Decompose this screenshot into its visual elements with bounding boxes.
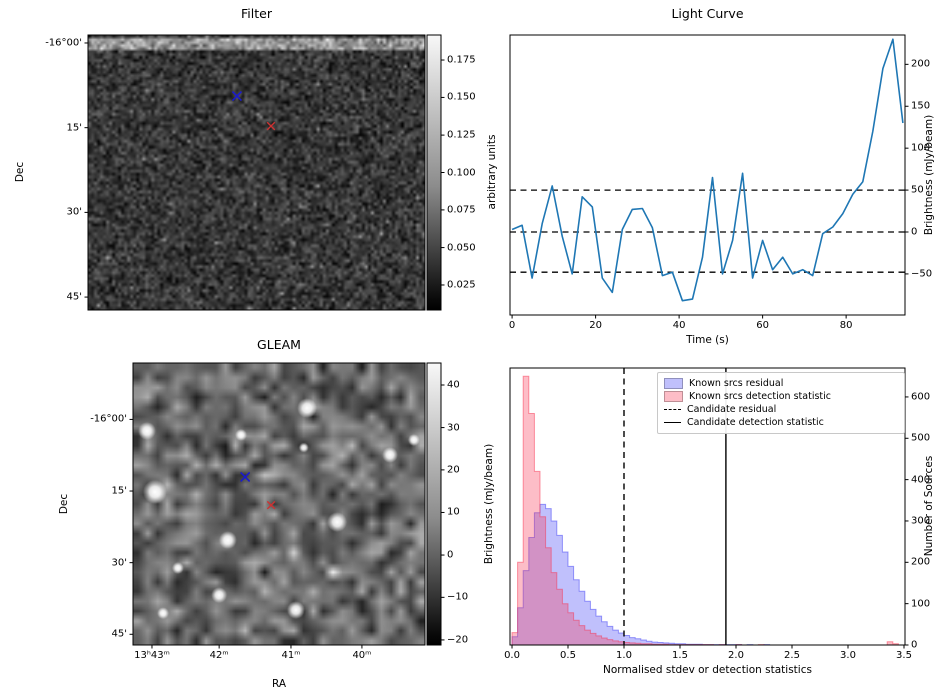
- tick-label: -16°00': [45, 37, 82, 49]
- tick-label: 1.0: [616, 650, 632, 661]
- legend-label: Candidate residual: [687, 404, 777, 415]
- legend-swatch-patch-pink: [664, 391, 683, 402]
- histogram-xlabel: Normalised stdev or detection statistics: [603, 664, 812, 676]
- tick-label: 0.075: [447, 204, 476, 216]
- gleam-colorbar: [427, 363, 441, 645]
- tick-label: 30': [111, 557, 127, 569]
- tick-label: 20: [589, 320, 602, 331]
- tick-label: −50: [911, 268, 933, 280]
- legend-item-known-detection: Known srcs detection statistic: [664, 390, 898, 403]
- filter-image: [88, 35, 425, 310]
- tick-label: 2.5: [784, 650, 800, 661]
- tick-label: 40: [672, 320, 686, 331]
- tick-label: 0: [911, 226, 918, 238]
- lightcurve-title: Light Curve: [671, 6, 744, 21]
- tick-label: −20: [447, 634, 469, 646]
- tick-label: 1.5: [672, 650, 688, 661]
- tick-label: 20: [447, 464, 460, 476]
- filter-colorbar-label: arbitrary units: [486, 134, 498, 210]
- candidate-x-marker: [266, 500, 276, 510]
- tick-label: 0.025: [447, 279, 476, 291]
- legend-item-candidate-detection: Candidate detection statistic: [664, 416, 898, 429]
- tick-label: 42ᵐ: [209, 650, 229, 661]
- light-curve-line: [511, 38, 904, 302]
- gleam-title: GLEAM: [257, 337, 301, 352]
- gleam-colorbar-label: Brightness (mJy/beam): [483, 443, 495, 565]
- tick-label: 60: [756, 320, 769, 331]
- filter-title: Filter: [241, 6, 272, 21]
- tick-label: 30': [66, 206, 82, 218]
- histogram-ylabel: Number of Sources: [923, 455, 935, 557]
- tick-label: 3.0: [840, 650, 856, 661]
- candidate-x-marker: [266, 121, 276, 131]
- tick-label: 40: [447, 379, 460, 391]
- tick-label: 100: [911, 598, 931, 610]
- legend-swatch-dashed-line: [664, 409, 681, 410]
- legend-item-candidate-residual: Candidate residual: [664, 403, 898, 416]
- tick-label: 200: [911, 556, 931, 568]
- filter-colorbar: [427, 35, 441, 310]
- tick-label: 3.5: [896, 650, 912, 661]
- known-source-x-marker: [240, 471, 251, 482]
- tick-label: 100: [911, 142, 931, 154]
- histogram-legend: Known srcs residual Known srcs detection…: [657, 372, 905, 434]
- tick-label: 0.0: [504, 650, 520, 661]
- legend-item-known-residual: Known srcs residual: [664, 377, 898, 390]
- tick-label: 300: [911, 515, 931, 527]
- tick-label: -16°00': [90, 413, 127, 425]
- tick-label: 400: [911, 474, 931, 486]
- tick-label: 15': [111, 485, 127, 497]
- filter-ylabel: Dec: [14, 161, 26, 183]
- tick-label: 45': [66, 291, 82, 303]
- tick-label: 15': [66, 122, 82, 134]
- tick-label: 30: [447, 422, 460, 434]
- gleam-ylabel: Dec: [58, 493, 70, 515]
- lightcurve-ylabel: Brightness (mJy/beam): [923, 114, 935, 236]
- known-source-x-marker: [231, 90, 243, 102]
- legend-label: Known srcs detection statistic: [689, 391, 831, 402]
- tick-label: 45': [111, 628, 127, 640]
- legend-swatch-patch-blue: [664, 378, 683, 389]
- tick-label: −10: [447, 591, 469, 603]
- tick-label: 13ʰ43ᵐ: [134, 650, 170, 661]
- legend-swatch-solid-line: [664, 422, 681, 423]
- tick-label: 0: [508, 320, 516, 331]
- tick-label: 0.050: [447, 242, 476, 254]
- legend-label: Candidate detection statistic: [687, 417, 824, 428]
- tick-label: 0.100: [447, 167, 476, 178]
- tick-label: 200: [911, 58, 931, 70]
- tick-label: 0.150: [447, 91, 476, 103]
- gleam-image: [133, 363, 425, 645]
- tick-label: 150: [911, 100, 931, 112]
- tick-label: 10: [447, 506, 460, 518]
- tick-label: 0.5: [560, 650, 576, 661]
- tick-label: 0: [911, 639, 918, 651]
- tick-label: 0: [447, 549, 454, 561]
- tick-label: 2.0: [728, 650, 744, 661]
- tick-label: 41ᵐ: [281, 650, 301, 661]
- tick-label: 600: [911, 391, 931, 403]
- lightcurve-xlabel: Time (s): [686, 334, 729, 346]
- legend-label: Known srcs residual: [689, 378, 784, 389]
- tick-label: 500: [911, 432, 931, 444]
- tick-label: 0.125: [447, 129, 476, 141]
- tick-label: 40ᵐ: [352, 650, 372, 661]
- tick-label: 0.175: [447, 54, 476, 66]
- tick-label: 80: [839, 320, 853, 331]
- tick-label: 50: [911, 184, 924, 196]
- gleam-xlabel: RA: [271, 678, 287, 690]
